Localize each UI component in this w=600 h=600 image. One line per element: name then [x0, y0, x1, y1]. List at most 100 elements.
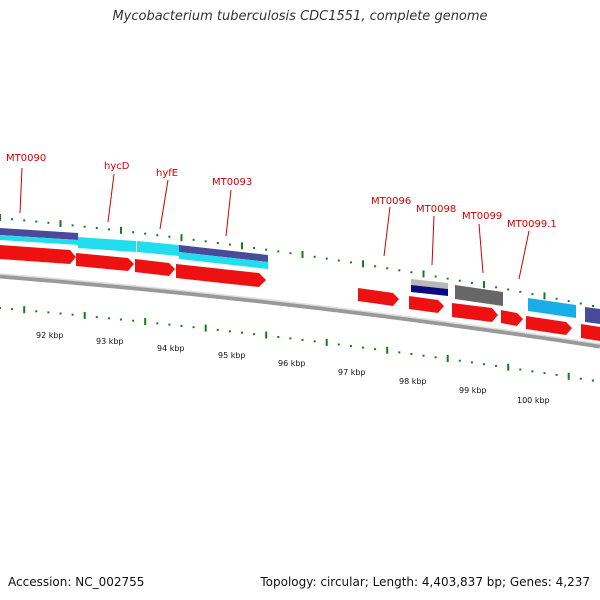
gene-feature[interactable]	[455, 285, 503, 306]
minor-tick	[374, 265, 377, 268]
major-tick	[265, 331, 268, 339]
minor-tick	[132, 319, 135, 322]
minor-tick	[591, 305, 594, 307]
minor-tick	[265, 248, 268, 251]
major-tick	[180, 234, 183, 242]
minor-tick	[83, 225, 86, 228]
minor-tick	[313, 255, 316, 258]
minor-tick	[349, 261, 352, 264]
major-tick	[483, 281, 485, 289]
minor-tick	[434, 275, 437, 278]
major-tick	[362, 260, 364, 268]
major-tick	[0, 214, 1, 221]
minor-tick	[35, 220, 38, 223]
minor-tick	[95, 227, 98, 229]
minor-tick	[228, 330, 231, 333]
minor-tick	[555, 297, 558, 300]
minor-tick	[168, 235, 171, 238]
minor-tick	[337, 343, 340, 346]
minor-tick	[180, 324, 183, 327]
minor-tick	[398, 351, 401, 354]
gene-feature[interactable]	[176, 264, 266, 287]
gene-label[interactable]: hyfE	[156, 168, 178, 179]
major-tick	[386, 346, 389, 354]
minor-tick	[11, 308, 14, 311]
gene-feature[interactable]	[179, 252, 268, 269]
minor-tick	[495, 364, 498, 367]
scale-label: 97 kbp	[338, 368, 366, 377]
minor-tick	[95, 316, 98, 319]
gene-feature[interactable]	[0, 235, 78, 245]
gene-feature[interactable]	[137, 241, 179, 256]
gene-feature[interactable]	[0, 245, 76, 264]
gene-feature[interactable]	[528, 298, 576, 318]
minor-tick	[168, 323, 171, 326]
major-tick	[23, 306, 26, 314]
gene-label[interactable]: MT0090	[6, 153, 46, 164]
minor-tick	[446, 277, 449, 280]
minor-tick	[71, 313, 74, 316]
minor-tick	[410, 271, 413, 274]
minor-tick	[483, 363, 485, 366]
minor-tick	[325, 257, 328, 260]
minor-tick	[507, 288, 510, 291]
gene-label[interactable]: hycD	[104, 161, 130, 172]
minor-tick	[398, 269, 401, 272]
gene-feature[interactable]	[409, 296, 444, 313]
major-tick	[301, 251, 304, 258]
minor-tick	[216, 242, 219, 244]
major-tick	[120, 226, 122, 234]
minor-tick	[567, 300, 570, 303]
minor-tick	[531, 293, 534, 296]
minor-tick	[204, 240, 207, 243]
minor-tick	[579, 377, 582, 380]
gene-feature[interactable]	[585, 307, 600, 324]
minor-tick	[519, 290, 522, 293]
gene-feature[interactable]	[411, 285, 448, 296]
minor-tick	[458, 279, 461, 282]
minor-tick	[301, 338, 304, 341]
gene-feature[interactable]	[581, 324, 600, 341]
gene-label[interactable]: MT0099	[462, 211, 502, 222]
gene-feature[interactable]	[501, 310, 523, 326]
minor-tick	[555, 373, 558, 376]
gene-label[interactable]: MT0099.1	[507, 219, 557, 230]
minor-tick	[47, 311, 50, 314]
map-title: Mycobacterium tuberculosis CDC1551, comp…	[112, 9, 488, 24]
minor-tick	[470, 281, 473, 284]
minor-tick	[107, 228, 110, 231]
minor-tick	[289, 337, 292, 340]
minor-tick	[410, 353, 413, 355]
minor-tick	[458, 359, 461, 362]
major-tick	[325, 338, 328, 346]
minor-tick	[253, 333, 256, 336]
minor-tick	[289, 252, 292, 255]
gene-feature[interactable]	[452, 303, 498, 322]
gene-feature[interactable]	[78, 237, 136, 252]
minor-tick	[107, 317, 110, 320]
minor-tick	[59, 312, 62, 315]
minor-tick	[23, 219, 26, 222]
gene-feature[interactable]	[0, 228, 78, 240]
minor-tick	[71, 224, 74, 227]
gene-label[interactable]: MT0096	[371, 196, 411, 207]
gene-feature[interactable]	[135, 259, 175, 276]
minor-tick	[313, 340, 316, 343]
scale-label: 92 kbp	[36, 331, 64, 340]
minor-tick	[495, 286, 498, 289]
scale-label: 95 kbp	[218, 351, 246, 360]
gene-feature[interactable]	[526, 316, 572, 335]
gene-feature[interactable]	[411, 279, 448, 289]
minor-tick	[0, 307, 1, 309]
gene-label[interactable]: MT0093	[212, 177, 252, 188]
minor-tick	[519, 368, 522, 371]
minor-tick	[543, 372, 546, 375]
gene-feature[interactable]	[179, 245, 268, 262]
scale-label: 99 kbp	[459, 386, 487, 395]
gene-feature[interactable]	[358, 288, 399, 306]
gene-label[interactable]: MT0098	[416, 204, 456, 215]
gene-feature[interactable]	[76, 253, 134, 271]
scale-label: 94 kbp	[157, 344, 185, 353]
minor-tick	[253, 247, 256, 249]
